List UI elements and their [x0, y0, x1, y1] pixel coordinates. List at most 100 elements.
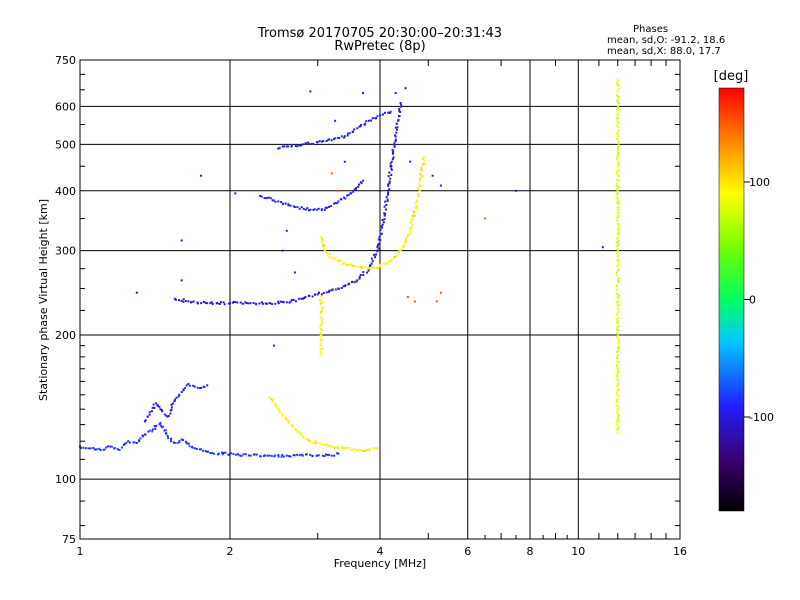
echo-point: [204, 450, 207, 452]
echo-point: [319, 343, 322, 346]
echo-point: [393, 144, 396, 147]
echo-point: [412, 210, 415, 213]
echo-point: [617, 240, 620, 243]
echo-point: [616, 418, 619, 421]
echo-point: [296, 453, 298, 456]
echo-point: [230, 452, 233, 455]
echo-point: [193, 385, 196, 388]
echo-point: [319, 348, 322, 351]
echo-point: [387, 183, 390, 186]
echo-point: [227, 302, 230, 305]
echo-point: [272, 344, 275, 347]
echo-point: [389, 162, 392, 165]
echo-point: [308, 142, 311, 145]
echo-point: [418, 182, 421, 185]
echo-point: [199, 448, 202, 451]
echo-point: [323, 249, 326, 252]
echo-point: [302, 436, 305, 439]
echo-point: [410, 219, 413, 222]
echo-point: [163, 429, 166, 432]
echo-point: [362, 92, 365, 94]
echo-point: [99, 449, 102, 452]
echo-point: [284, 202, 287, 205]
echo-point: [616, 237, 619, 240]
echo-point: [615, 241, 618, 244]
echo-point: [616, 95, 619, 98]
chart-title: Tromsø 20170705 20:30:00–20:31:43: [257, 26, 503, 41]
echo-point: [159, 408, 162, 411]
echo-point: [358, 125, 361, 128]
echo-point: [321, 241, 324, 244]
echo-point: [285, 301, 288, 304]
echo-point: [439, 184, 442, 187]
echo-point: [334, 257, 337, 260]
echo-point: [617, 320, 619, 323]
echo-point: [394, 140, 397, 143]
echo-point: [323, 455, 326, 458]
echo-trace: [319, 296, 324, 356]
echo-point: [170, 437, 173, 440]
echo-point: [268, 396, 271, 399]
echo-point: [300, 206, 303, 209]
echo-point: [154, 402, 157, 405]
x-tick-label: 10: [571, 545, 585, 558]
echo-point: [615, 271, 618, 274]
echo-point: [231, 301, 234, 304]
echo-point: [370, 262, 373, 265]
echo-point: [269, 197, 272, 200]
echo-point: [333, 454, 336, 457]
echo-point: [135, 442, 138, 444]
echo-point: [160, 426, 163, 429]
echo-point: [309, 453, 312, 456]
colorbar-gradient: [718, 87, 745, 512]
echo-point: [334, 201, 337, 204]
echo-point: [276, 406, 279, 409]
echo-point: [162, 425, 165, 428]
echo-point: [287, 419, 290, 422]
echo-point: [386, 193, 389, 196]
echo-point: [382, 221, 385, 224]
echo-point: [332, 257, 335, 260]
echo-point: [316, 442, 319, 444]
echo-point: [271, 398, 274, 401]
echo-point: [616, 265, 619, 267]
echo-point: [375, 266, 378, 269]
echo-point: [132, 441, 135, 444]
echo-point: [415, 206, 417, 209]
echo-point: [617, 269, 620, 272]
echo-point: [616, 292, 619, 295]
echo-point: [617, 148, 619, 151]
echo-point: [287, 204, 290, 207]
echo-point: [220, 451, 223, 454]
echo-point: [328, 453, 331, 456]
echo-point: [348, 132, 351, 135]
echo-point: [617, 104, 619, 107]
echo-point: [192, 300, 195, 303]
echo-point: [617, 259, 619, 262]
echo-point: [347, 446, 350, 449]
echo-point: [616, 217, 619, 220]
echo-point: [195, 448, 198, 450]
echo-point: [617, 294, 620, 297]
echo-point: [341, 262, 344, 265]
echo-point: [384, 200, 387, 203]
echo-point: [617, 165, 620, 168]
echo-point: [319, 325, 322, 328]
echo-point: [347, 193, 350, 196]
echo-point: [354, 189, 357, 192]
echo-point: [167, 415, 170, 417]
echo-point: [264, 302, 267, 305]
echo-point: [616, 146, 619, 149]
echo-point: [423, 162, 425, 165]
echo-point: [321, 239, 323, 242]
echo-point: [362, 274, 365, 276]
echo-point: [617, 227, 620, 230]
echo-point: [245, 302, 248, 304]
echo-point: [267, 196, 270, 199]
echo-point: [617, 277, 620, 279]
echo-point: [272, 199, 275, 202]
echo-point: [406, 234, 409, 237]
echo-point: [227, 453, 230, 456]
echo-point: [139, 437, 142, 440]
echo-point: [316, 208, 319, 211]
